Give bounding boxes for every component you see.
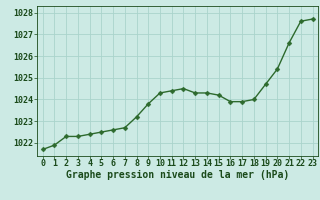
X-axis label: Graphe pression niveau de la mer (hPa): Graphe pression niveau de la mer (hPa) <box>66 170 289 180</box>
